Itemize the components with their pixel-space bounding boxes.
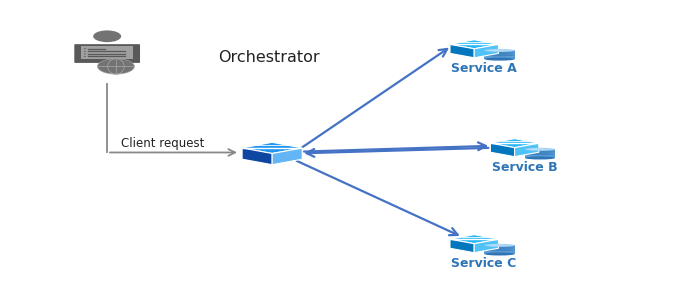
Polygon shape — [242, 148, 272, 165]
Ellipse shape — [485, 52, 515, 54]
Polygon shape — [242, 142, 302, 154]
Polygon shape — [485, 245, 515, 254]
Text: Orchestrator: Orchestrator — [218, 50, 320, 65]
Polygon shape — [515, 143, 539, 157]
Ellipse shape — [525, 153, 555, 155]
Ellipse shape — [485, 247, 515, 249]
FancyBboxPatch shape — [74, 44, 140, 63]
Polygon shape — [474, 44, 498, 58]
Ellipse shape — [485, 253, 515, 255]
Ellipse shape — [488, 245, 505, 246]
Ellipse shape — [525, 156, 555, 160]
Ellipse shape — [485, 49, 515, 52]
Polygon shape — [525, 149, 555, 158]
Polygon shape — [450, 40, 498, 49]
Circle shape — [93, 31, 121, 42]
Text: Service B: Service B — [492, 161, 557, 174]
Polygon shape — [490, 143, 515, 157]
Ellipse shape — [525, 148, 555, 151]
Polygon shape — [485, 50, 515, 59]
Ellipse shape — [485, 54, 515, 56]
Ellipse shape — [485, 244, 515, 247]
Polygon shape — [272, 148, 302, 165]
Circle shape — [98, 59, 134, 74]
Circle shape — [84, 51, 86, 52]
Polygon shape — [490, 139, 539, 148]
Ellipse shape — [529, 149, 545, 150]
Polygon shape — [450, 235, 498, 244]
Circle shape — [84, 48, 86, 49]
Text: Service C: Service C — [452, 257, 517, 270]
Bar — [81, 46, 133, 59]
Ellipse shape — [485, 58, 515, 61]
Circle shape — [84, 56, 86, 57]
Polygon shape — [450, 239, 474, 253]
Ellipse shape — [485, 249, 515, 251]
Text: Client request: Client request — [121, 137, 204, 151]
Text: Service A: Service A — [451, 62, 517, 75]
Circle shape — [84, 53, 86, 54]
Polygon shape — [474, 239, 498, 253]
Polygon shape — [450, 44, 474, 58]
Ellipse shape — [488, 50, 505, 51]
Ellipse shape — [525, 151, 555, 153]
